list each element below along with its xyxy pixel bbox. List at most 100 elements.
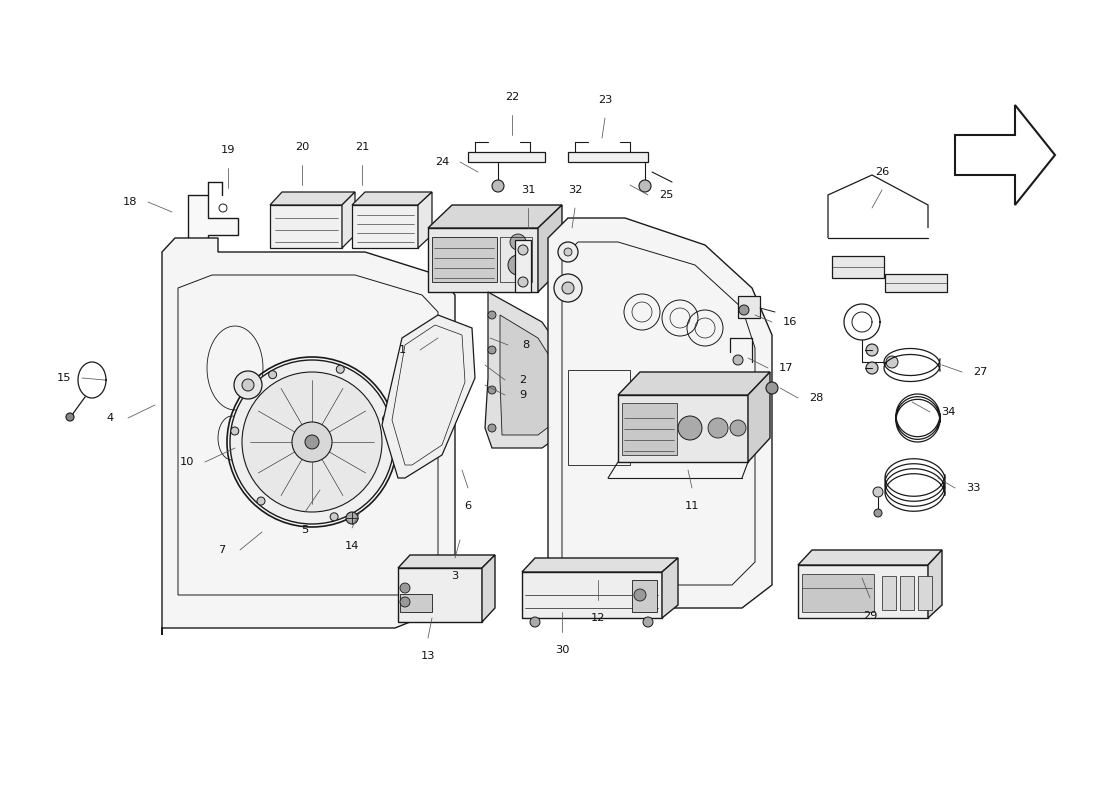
Polygon shape xyxy=(352,205,418,248)
Text: 15: 15 xyxy=(57,373,72,383)
Bar xyxy=(802,574,874,612)
Circle shape xyxy=(268,370,276,378)
Circle shape xyxy=(733,355,742,365)
Bar xyxy=(832,256,884,278)
Text: 24: 24 xyxy=(434,157,449,167)
Circle shape xyxy=(257,497,265,505)
Circle shape xyxy=(305,435,319,449)
Circle shape xyxy=(644,617,653,627)
Polygon shape xyxy=(270,205,342,248)
Text: 17: 17 xyxy=(779,363,793,373)
Text: 13: 13 xyxy=(420,651,436,661)
Circle shape xyxy=(874,509,882,517)
Circle shape xyxy=(866,362,878,374)
Polygon shape xyxy=(342,192,355,248)
Circle shape xyxy=(510,234,526,250)
Text: 33: 33 xyxy=(966,483,980,493)
Polygon shape xyxy=(662,558,678,618)
Bar xyxy=(500,237,532,282)
Bar xyxy=(886,274,947,292)
Circle shape xyxy=(730,420,746,436)
Circle shape xyxy=(488,386,496,394)
Text: 6: 6 xyxy=(464,501,472,511)
Polygon shape xyxy=(538,205,562,292)
Circle shape xyxy=(873,487,883,497)
Bar xyxy=(400,594,432,612)
Polygon shape xyxy=(798,550,942,565)
Text: 28: 28 xyxy=(808,393,823,403)
Text: 34: 34 xyxy=(940,407,955,417)
Polygon shape xyxy=(188,195,238,250)
Circle shape xyxy=(230,360,394,524)
Text: 1: 1 xyxy=(398,345,406,355)
Text: 26: 26 xyxy=(874,167,889,177)
Circle shape xyxy=(562,282,574,294)
Bar xyxy=(632,580,657,612)
Polygon shape xyxy=(162,238,455,635)
Circle shape xyxy=(739,305,749,315)
Circle shape xyxy=(330,513,338,521)
Circle shape xyxy=(518,277,528,287)
Bar xyxy=(900,576,914,610)
Circle shape xyxy=(678,416,702,440)
Polygon shape xyxy=(568,152,648,162)
Circle shape xyxy=(242,372,382,512)
Polygon shape xyxy=(428,205,562,228)
Text: 5: 5 xyxy=(301,525,309,535)
Circle shape xyxy=(66,413,74,421)
Polygon shape xyxy=(798,565,928,618)
Circle shape xyxy=(492,180,504,192)
Circle shape xyxy=(554,274,582,302)
Circle shape xyxy=(400,583,410,593)
Text: 4: 4 xyxy=(107,413,113,423)
Bar xyxy=(882,576,896,610)
Circle shape xyxy=(346,512,358,524)
Polygon shape xyxy=(398,555,495,568)
Text: 18: 18 xyxy=(123,197,138,207)
Text: 7: 7 xyxy=(219,545,225,555)
Text: 31: 31 xyxy=(520,185,536,195)
Bar xyxy=(918,576,932,610)
Polygon shape xyxy=(398,568,482,622)
Polygon shape xyxy=(418,192,432,248)
Text: 2: 2 xyxy=(519,375,527,385)
Text: 9: 9 xyxy=(519,390,527,400)
Text: 11: 11 xyxy=(684,501,700,511)
Polygon shape xyxy=(548,218,772,608)
Circle shape xyxy=(530,617,540,627)
Text: 29: 29 xyxy=(862,611,877,621)
Polygon shape xyxy=(522,558,678,572)
Polygon shape xyxy=(428,228,538,292)
Text: 21: 21 xyxy=(355,142,370,152)
Polygon shape xyxy=(748,372,770,462)
Text: 32: 32 xyxy=(568,185,582,195)
Circle shape xyxy=(866,344,878,356)
Polygon shape xyxy=(382,315,475,478)
Bar xyxy=(515,240,531,292)
Circle shape xyxy=(383,415,390,423)
Circle shape xyxy=(639,180,651,192)
Circle shape xyxy=(231,427,239,435)
Circle shape xyxy=(292,422,332,462)
Text: 20: 20 xyxy=(295,142,309,152)
Text: 14: 14 xyxy=(344,541,360,551)
Polygon shape xyxy=(522,572,662,618)
Bar xyxy=(621,403,676,455)
Circle shape xyxy=(488,346,496,354)
Polygon shape xyxy=(618,372,770,395)
Text: 22: 22 xyxy=(505,92,519,102)
Text: 3: 3 xyxy=(451,571,459,581)
Circle shape xyxy=(242,379,254,391)
Circle shape xyxy=(518,245,528,255)
Text: 30: 30 xyxy=(554,645,570,655)
Polygon shape xyxy=(468,152,544,162)
Circle shape xyxy=(508,255,528,275)
Circle shape xyxy=(564,248,572,256)
Text: 23: 23 xyxy=(597,95,613,105)
Polygon shape xyxy=(485,292,565,448)
Text: 25: 25 xyxy=(659,190,673,200)
Text: 10: 10 xyxy=(179,457,195,467)
Circle shape xyxy=(234,371,262,399)
Polygon shape xyxy=(500,315,556,435)
Text: 8: 8 xyxy=(522,340,529,350)
